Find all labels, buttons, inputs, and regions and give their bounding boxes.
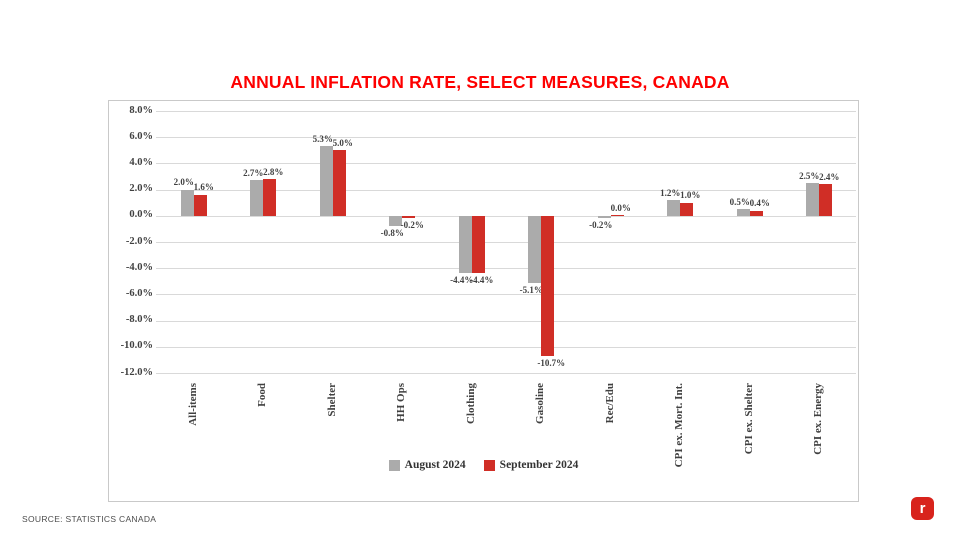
y-tick-label: 4.0% [129,156,153,168]
gridline [156,320,856,322]
data-label: -0.2% [589,220,613,231]
bar [193,194,207,216]
legend-item: August 2024 [388,459,466,471]
gridline [156,111,856,112]
data-label: 2.5% [799,170,820,181]
data-label: 2.7% [243,167,264,178]
category-label: Rec/Edu [603,383,616,424]
bar [389,215,403,227]
bar [749,210,763,216]
bar [402,215,416,219]
gridlines [109,101,858,501]
bar [597,215,611,219]
y-tick-label: 6.0% [129,130,153,142]
category-label: CPI ex. Energy [812,383,825,455]
data-label: 5.0% [332,137,353,148]
plot-area: 2.0% 1.6% 2.7% 2.8% 5.3% 5.0% -0.8% -0.2% -4.4% -… [109,101,858,501]
brand-logo-letter: r [919,500,926,517]
data-label: 2.4% [819,171,840,182]
legend-swatch [483,459,495,471]
gridline [156,242,856,243]
category-label: Shelter [325,383,338,417]
bar [458,215,472,274]
data-label: -0.8% [380,228,404,239]
bar [819,184,833,216]
bar [667,200,681,216]
chart-frame: 8.0% 6.0% 4.0% 2.0% 0.0% -2.0% -4.0% -6.0% -8.0%… [108,100,859,502]
category-label: CPI ex. Shelter [742,383,755,455]
bar [180,189,194,216]
y-tick-label: 2.0% [129,183,153,195]
bar [806,183,820,216]
bar [610,214,624,216]
gridline [156,268,856,270]
data-label: 1.2% [660,187,681,198]
gridline [156,346,856,348]
gridline [156,373,856,374]
data-label: -0.2% [400,220,424,231]
category-label: All-items [186,383,199,426]
y-tick-label: 0.0% [129,209,153,221]
legend: August 2024 September 2024 [109,459,858,471]
data-label: 5.3% [312,133,333,144]
gridline [156,189,856,191]
data-label: 0.4% [749,198,770,209]
y-tick-label: -6.0% [125,287,153,299]
y-tick-label: -12.0% [120,366,153,378]
y-axis-tick-labels: 8.0% 6.0% 4.0% 2.0% 0.0% -2.0% -4.0% -6.0% -8.0%… [109,101,858,501]
category-label: Food [256,383,269,407]
bar [736,209,750,216]
category-label: HH Ops [395,383,408,422]
category-label: Clothing [464,383,477,424]
gridline [156,215,856,217]
bar [541,215,555,356]
category-label: CPI ex. Mort. Int. [673,383,686,468]
y-tick-label: -10.0% [120,340,153,352]
category-label: Gasoline [534,383,547,424]
legend-swatch [388,459,400,471]
data-label: 0.0% [610,203,631,214]
y-tick-label: 8.0% [129,104,153,116]
data-label: -5.1% [519,284,543,295]
data-label: -10.7% [537,357,566,368]
data-label: 1.6% [193,182,214,193]
bar [250,180,264,216]
source-note: SOURCE: STATISTICS CANADA [22,514,157,524]
data-label: 1.0% [680,190,701,201]
legend-label: September 2024 [499,459,579,471]
bar [319,146,333,216]
bar [263,179,277,216]
bar [528,215,542,283]
brand-logo: r [911,497,934,520]
x-axis-category-labels: All-items Food Shelter HH Ops Clothing Gasoli… [109,101,858,501]
gridline [156,137,856,139]
y-tick-label: -8.0% [125,314,153,326]
legend-item: September 2024 [483,459,579,471]
chart-title: ANNUAL INFLATION RATE, SELECT MEASURES, … [230,72,730,92]
data-label: 2.8% [263,166,284,177]
data-label: 0.5% [729,196,750,207]
bar [680,202,694,216]
data-label: 2.0% [173,177,194,188]
data-label: -4.4% [470,275,494,286]
bar [332,150,346,216]
gridline [156,294,856,296]
y-tick-label: -4.0% [125,261,153,273]
bar [471,215,485,274]
data-label: -4.4% [450,275,474,286]
legend-label: August 2024 [404,459,466,471]
gridline [156,163,856,165]
y-tick-label: -2.0% [125,235,153,247]
